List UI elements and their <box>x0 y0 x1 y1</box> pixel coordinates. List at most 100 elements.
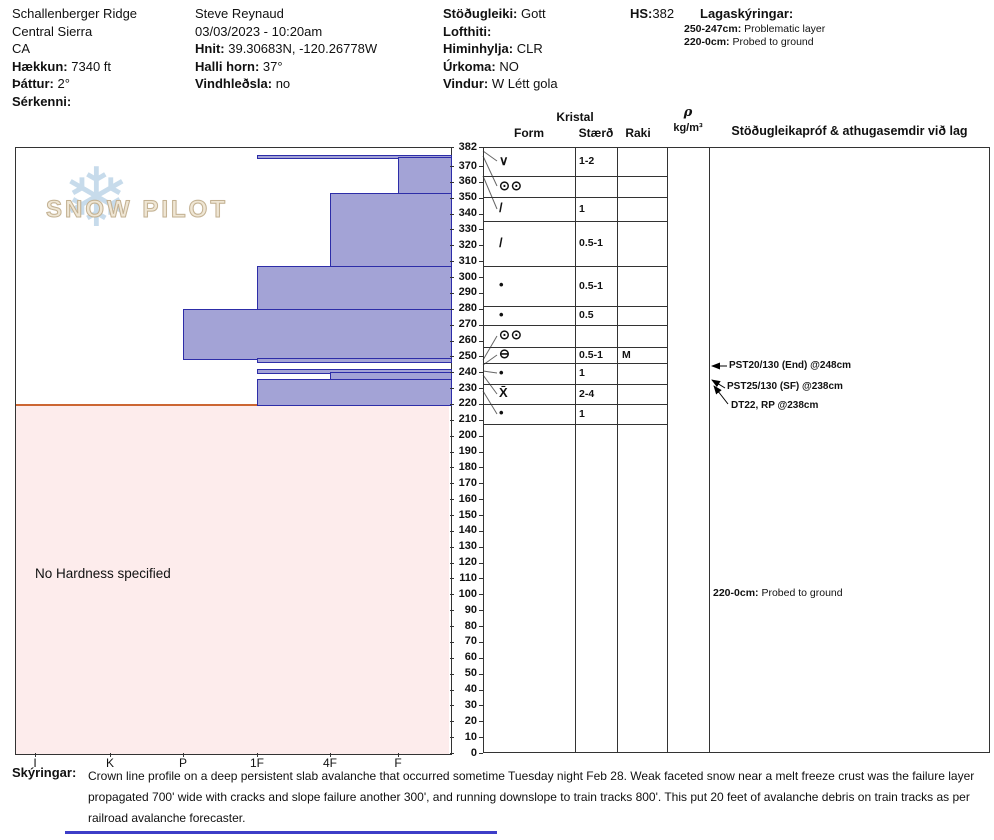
test-result-pst25: PST25/130 (SF) @238cm <box>727 381 843 392</box>
density-units: kg/m³ <box>673 122 703 134</box>
row-line <box>483 404 667 405</box>
site-region: Central Sierra <box>12 23 93 39</box>
depth-tick <box>450 308 454 310</box>
size-header: Stærð <box>578 126 614 140</box>
depth-tick <box>479 610 483 612</box>
depth-label: 140 <box>458 524 477 537</box>
snowflake-icon: ❄ <box>62 153 131 244</box>
depth-tick <box>479 721 483 723</box>
depth-label: 100 <box>458 587 477 600</box>
depth-label: 270 <box>458 318 477 331</box>
column-line <box>617 147 618 753</box>
depth-label: 300 <box>458 270 477 283</box>
wind: Vindur: W Létt gola <box>443 76 558 94</box>
depth-tick <box>479 245 483 247</box>
observer-name: Steve Reynaud <box>195 6 284 21</box>
grain-form-symbol: • <box>499 364 505 380</box>
depth-tick <box>479 308 483 310</box>
depth-label: 180 <box>458 460 477 473</box>
bottom-accent-line <box>65 831 497 834</box>
conditions-block: Stöðugleiki: Gott Lofthiti: Himinhylja: … <box>443 6 558 94</box>
depth-label: 280 <box>458 302 477 315</box>
depth-tick <box>450 213 454 215</box>
precip: Úrkoma: NO <box>443 59 558 77</box>
depth-tick <box>479 403 483 405</box>
layer-bar <box>183 308 452 360</box>
table-border-line <box>483 147 990 148</box>
depth-label: 260 <box>458 334 477 347</box>
depth-tick <box>450 546 454 548</box>
grain-size: 1-2 <box>579 155 595 167</box>
row-line <box>483 176 667 177</box>
hardness-axis-label: I <box>33 756 37 770</box>
depth-tick <box>450 515 454 517</box>
depth-tick <box>479 229 483 231</box>
depth-label: 190 <box>458 445 477 458</box>
column-line <box>483 147 484 753</box>
wind-value: W Létt gola <box>491 76 558 91</box>
row-line <box>483 325 667 326</box>
layer-note-range: 220-0cm: <box>684 36 730 48</box>
depth-tick <box>450 245 454 247</box>
row-line <box>483 197 667 198</box>
coords-label: Hnit: <box>195 41 225 56</box>
depth-tick <box>479 147 483 148</box>
kristal-header: Kristal <box>556 110 594 124</box>
layer-note: 220-0cm: Probed to ground <box>684 36 814 48</box>
air-temp: Lofthiti: <box>443 24 558 42</box>
sky-cover: Himinhylja: CLR <box>443 41 558 59</box>
depth-label: 290 <box>458 286 477 299</box>
depth-label: 120 <box>458 556 477 569</box>
slope-angle: Halli horn: 37° <box>195 59 377 77</box>
site-features: Sérkenni: <box>12 94 137 112</box>
hardness-axis-label: F <box>394 756 402 770</box>
depth-tick <box>479 419 483 421</box>
depth-label: 170 <box>458 476 477 489</box>
aspect-label: Þáttur: <box>12 76 54 91</box>
depth-label: 40 <box>464 683 477 696</box>
column-line <box>709 147 710 753</box>
depth-tick <box>450 610 454 612</box>
site-state: CA <box>12 41 31 56</box>
grain-form-symbol: ⊙⊙ <box>499 177 523 193</box>
hardness-tick <box>330 753 331 757</box>
depth-label: 0 <box>470 746 477 759</box>
depth-tick <box>450 562 454 564</box>
depth-label: 20 <box>464 714 477 727</box>
depth-label: 130 <box>458 540 477 553</box>
depth-label: 50 <box>464 667 477 680</box>
depth-tick <box>479 515 483 517</box>
grain-form-symbol: ⊙⊙ <box>499 327 523 342</box>
depth-tick <box>450 673 454 675</box>
depth-tick <box>479 166 483 168</box>
hs-value: 382 <box>652 6 675 21</box>
depth-label: 360 <box>458 175 477 188</box>
layer-note: 250-247cm: Problematic layer <box>684 23 825 35</box>
hardness-tick <box>110 753 111 757</box>
depth-label: 10 <box>464 730 477 743</box>
column-line <box>575 147 576 753</box>
depth-tick <box>479 705 483 707</box>
observer-info-block: Steve Reynaud 03/03/2023 - 10:20am Hnit:… <box>195 6 377 94</box>
depth-tick <box>479 530 483 532</box>
coordinates: Hnit: 39.30683N, -120.26778W <box>195 41 377 59</box>
grain-form-symbol: / <box>499 200 504 215</box>
site-info-block: Schallenberger Ridge Central Sierra CA H… <box>12 6 137 111</box>
snow-height: HS:382 <box>630 6 674 21</box>
probed-note-range: 220-0cm: <box>713 587 759 599</box>
depth-tick <box>479 213 483 215</box>
grain-size: 1 <box>579 202 585 215</box>
grain-form-symbol: • <box>499 306 505 322</box>
depth-tick <box>479 626 483 628</box>
probed-note-text: Probed to ground <box>761 587 843 599</box>
footer-label: Skýringar: <box>12 765 77 780</box>
depth-tick <box>479 261 483 263</box>
depth-tick <box>450 499 454 501</box>
logo-text: SNOW PILOT <box>46 196 228 224</box>
wind-label: Vindur: <box>443 76 489 91</box>
row-line <box>483 347 667 348</box>
depth-tick <box>479 388 483 390</box>
hs-label: HS: <box>630 6 653 21</box>
depth-tick <box>479 324 483 326</box>
